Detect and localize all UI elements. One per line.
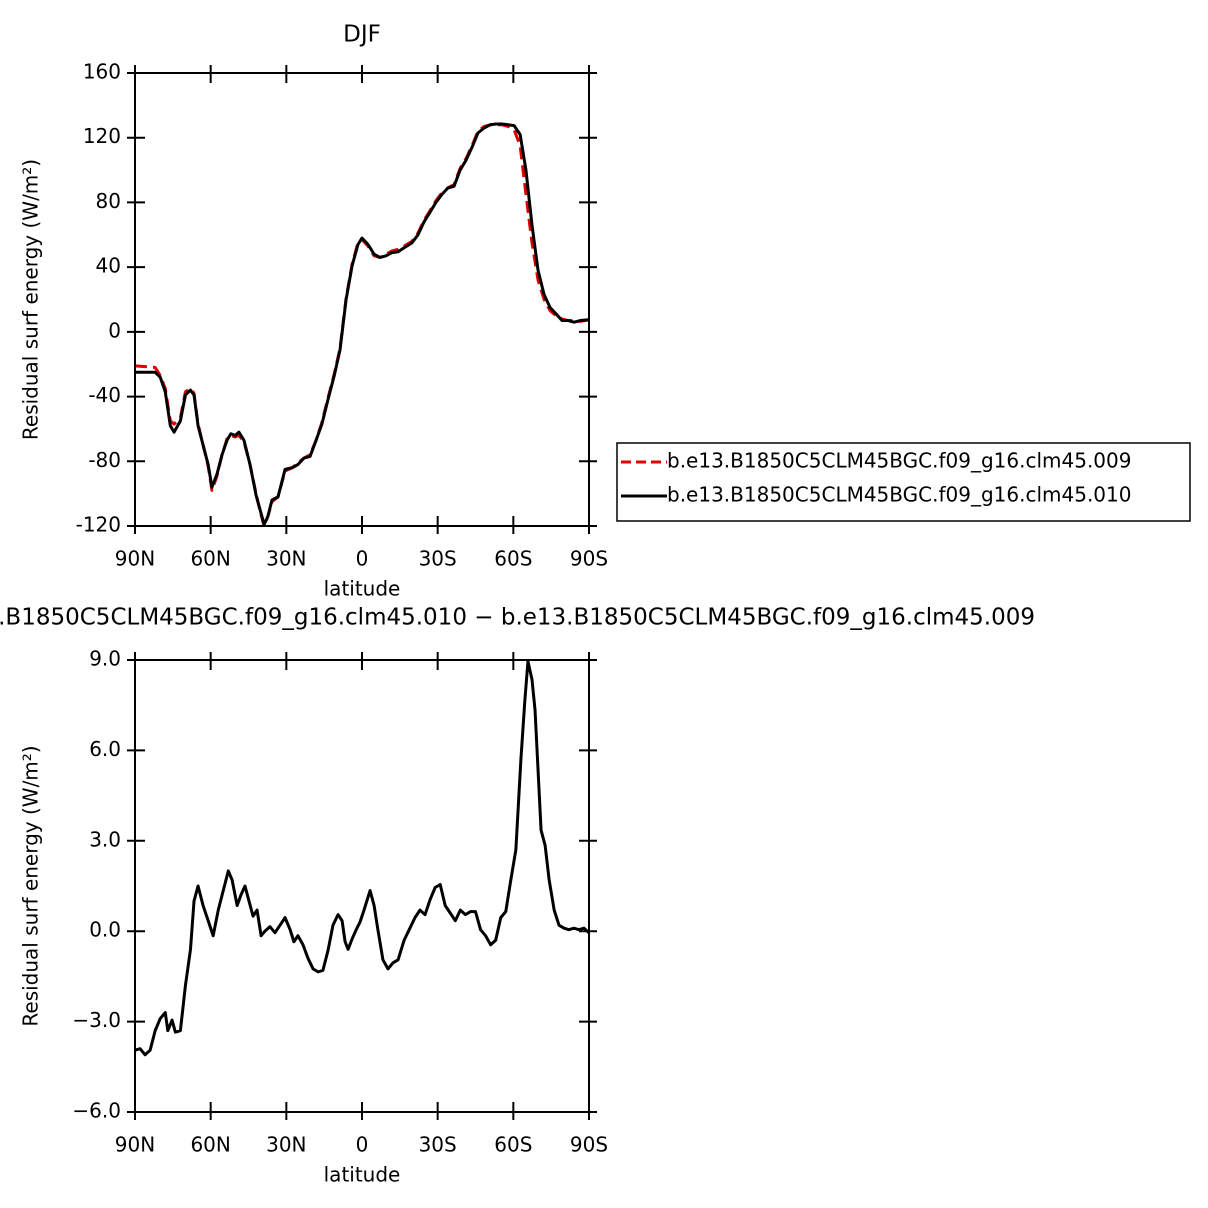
data-line bbox=[135, 122, 590, 526]
x-tick-label: 90N bbox=[115, 1133, 155, 1157]
y-tick-label: 6.0 bbox=[89, 737, 121, 761]
y-tick-label: 9.0 bbox=[89, 647, 121, 671]
x-tick-label: 30S bbox=[419, 547, 457, 571]
x-axis-label: latitude bbox=[324, 577, 401, 601]
y-tick-label: 160 bbox=[83, 60, 121, 84]
y-tick-label: 3.0 bbox=[89, 827, 121, 851]
chart-title: b.e13.B1850C5CLM45BGC.f09_g16.clm45.010 … bbox=[0, 605, 1035, 631]
x-axis-label: latitude bbox=[324, 1163, 401, 1187]
y-tick-label: 80 bbox=[96, 189, 121, 213]
x-tick-label: 30N bbox=[266, 547, 306, 571]
y-tick-label: 0.0 bbox=[89, 918, 121, 942]
y-tick-label: -120 bbox=[76, 513, 121, 537]
x-tick-label: 90S bbox=[570, 547, 608, 571]
y-axis-label: Residual surf energy (W/m²) bbox=[19, 745, 43, 1026]
plot-frame bbox=[134, 659, 590, 1113]
chart-title: DJF bbox=[343, 22, 381, 48]
data-line bbox=[134, 660, 591, 1057]
data-line bbox=[134, 123, 590, 528]
y-tick-label: 0 bbox=[108, 318, 121, 342]
x-tick-label: 0 bbox=[356, 1133, 369, 1157]
x-tick-label: 60N bbox=[190, 547, 230, 571]
x-tick-label: 60S bbox=[494, 547, 532, 571]
y-tick-label: -80 bbox=[88, 448, 121, 472]
legend-box bbox=[616, 442, 1191, 522]
legend-label: b.e13.B1850C5CLM45BGC.f09_g16.clm45.009 bbox=[667, 449, 1131, 473]
y-tick-label: −6.0 bbox=[72, 1099, 121, 1123]
y-tick-label: -40 bbox=[88, 383, 121, 407]
y-tick-label: 120 bbox=[83, 124, 121, 148]
x-tick-label: 30N bbox=[266, 1133, 306, 1157]
x-tick-label: 0 bbox=[356, 547, 369, 571]
y-tick-label: 40 bbox=[96, 254, 121, 278]
x-tick-label: 90N bbox=[115, 547, 155, 571]
x-tick-label: 30S bbox=[419, 1133, 457, 1157]
x-tick-label: 60N bbox=[190, 1133, 230, 1157]
y-axis-label: Residual surf energy (W/m²) bbox=[19, 159, 43, 440]
x-tick-label: 90S bbox=[570, 1133, 608, 1157]
legend-label: b.e13.B1850C5CLM45BGC.f09_g16.clm45.010 bbox=[667, 483, 1131, 507]
y-tick-label: −3.0 bbox=[72, 1008, 121, 1032]
x-tick-label: 60S bbox=[494, 1133, 532, 1157]
